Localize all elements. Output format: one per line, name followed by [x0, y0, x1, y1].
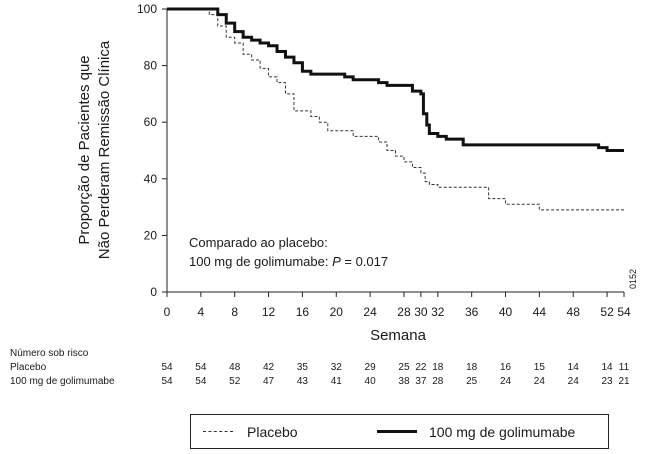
risk-value: 15 [534, 362, 546, 373]
risk-value: 47 [263, 376, 275, 387]
risk-value: 40 [365, 376, 377, 387]
risk-value: 54 [161, 376, 173, 387]
y-axis-label-line: Proporção de Pacientes que [76, 55, 93, 244]
risk-value: 24 [500, 376, 512, 387]
annotation: Comparado ao placebo: 100 mg de golimuma… [189, 235, 388, 269]
risk-row-label-placebo: Placebo [10, 362, 47, 373]
axes [166, 9, 624, 293]
x-tick-label: 16 [296, 305, 310, 319]
risk-table-values: 54 54 48 42 35 32 29 25 22 18 18 16 15 14 14 11 54 54 52 47… [161, 362, 630, 387]
x-tick-label: 32 [431, 305, 445, 319]
risk-value: 32 [331, 362, 343, 373]
risk-value: 37 [415, 376, 427, 387]
series-lines [167, 7, 624, 211]
x-tick-label: 20 [330, 305, 344, 319]
x-tick-label: 36 [465, 305, 479, 319]
x-tick-labels: 0 4 8 12 16 20 24 28 30 32 36 40 44 48 52 54 [164, 292, 631, 319]
y-tick-label: 0 [150, 285, 157, 299]
x-axis-label: Semana [370, 327, 427, 344]
x-tick-label: 48 [567, 305, 581, 319]
risk-value: 54 [195, 376, 207, 387]
risk-value: 35 [297, 362, 309, 373]
annotation-p: P [332, 254, 341, 269]
risk-value: 52 [229, 376, 241, 387]
risk-table-header: Número sob risco [10, 348, 89, 359]
risk-value: 54 [161, 362, 173, 373]
risk-value: 23 [602, 376, 614, 387]
x-tick-label: 30 [414, 305, 428, 319]
annotation-line1: Comparado ao placebo: [189, 235, 328, 250]
legend-label-placebo: Placebo [247, 423, 298, 440]
x-tick-label: 24 [363, 305, 377, 319]
risk-value: 41 [331, 376, 343, 387]
risk-value: 54 [195, 362, 207, 373]
y-tick-label: 20 [144, 228, 158, 242]
x-tick-label: 54 [617, 305, 631, 319]
y-axis-label-line: Não Perderam Remissão Clínica [96, 40, 113, 259]
x-tick-label: 44 [533, 305, 547, 319]
y-axis-label: Proporção de Pacientes que Não Perderam R… [76, 40, 113, 259]
figure-code: 0152 [628, 269, 638, 289]
risk-value: 18 [432, 362, 444, 373]
legend-label-golimumab: 100 mg de golimumabe [429, 423, 576, 440]
annotation-line2: 100 mg de golimumabe: P = 0.017 [189, 254, 388, 269]
risk-value: 24 [568, 376, 580, 387]
x-tick-label: 12 [262, 305, 276, 319]
risk-value: 28 [432, 376, 444, 387]
legend: Placebo 100 mg de golimumabe [190, 414, 609, 449]
risk-value: 48 [229, 362, 241, 373]
x-tick-label: 52 [600, 305, 614, 319]
series-line-golimumab [167, 7, 624, 152]
risk-value: 24 [534, 376, 546, 387]
risk-value: 22 [415, 362, 427, 373]
y-tick-label: 40 [144, 172, 158, 186]
km-chart: Proporção de Pacientes que Não Perderam R… [10, 2, 638, 387]
legend-item-golimumab: 100 mg de golimumabe [377, 415, 575, 448]
risk-value: 16 [500, 362, 512, 373]
risk-value: 38 [398, 376, 410, 387]
legend-dashed-line [203, 431, 233, 432]
y-tick-label: 100 [137, 2, 157, 16]
y-tick-labels: 0 20 40 60 80 100 [137, 2, 167, 299]
risk-value: 18 [466, 362, 478, 373]
risk-table: Número sob risco Placebo 100 mg de golim… [10, 348, 630, 387]
x-tick-label: 0 [164, 305, 171, 319]
x-tick-label: 8 [231, 305, 238, 319]
x-tick-label: 4 [198, 305, 205, 319]
annotation-line2-prefix: 100 mg de golimumabe: [189, 254, 332, 269]
risk-value: 25 [466, 376, 478, 387]
risk-value: 14 [568, 362, 580, 373]
series-line-placebo [167, 8, 624, 211]
legend-item-placebo: Placebo [203, 415, 298, 448]
risk-value: 25 [398, 362, 410, 373]
y-tick-label: 80 [144, 59, 158, 73]
risk-value: 29 [365, 362, 377, 373]
risk-value: 11 [619, 362, 630, 373]
risk-value: 42 [263, 362, 275, 373]
x-tick-label: 28 [397, 305, 411, 319]
x-tick-label: 40 [499, 305, 513, 319]
risk-value: 14 [602, 362, 614, 373]
annotation-line2-suffix: = 0.017 [341, 254, 388, 269]
y-tick-label: 60 [144, 115, 158, 129]
risk-value: 21 [618, 376, 630, 387]
risk-row-label-golimumab: 100 mg de golimumabe [10, 376, 115, 387]
risk-value: 43 [297, 376, 309, 387]
legend-solid-line [377, 430, 417, 433]
